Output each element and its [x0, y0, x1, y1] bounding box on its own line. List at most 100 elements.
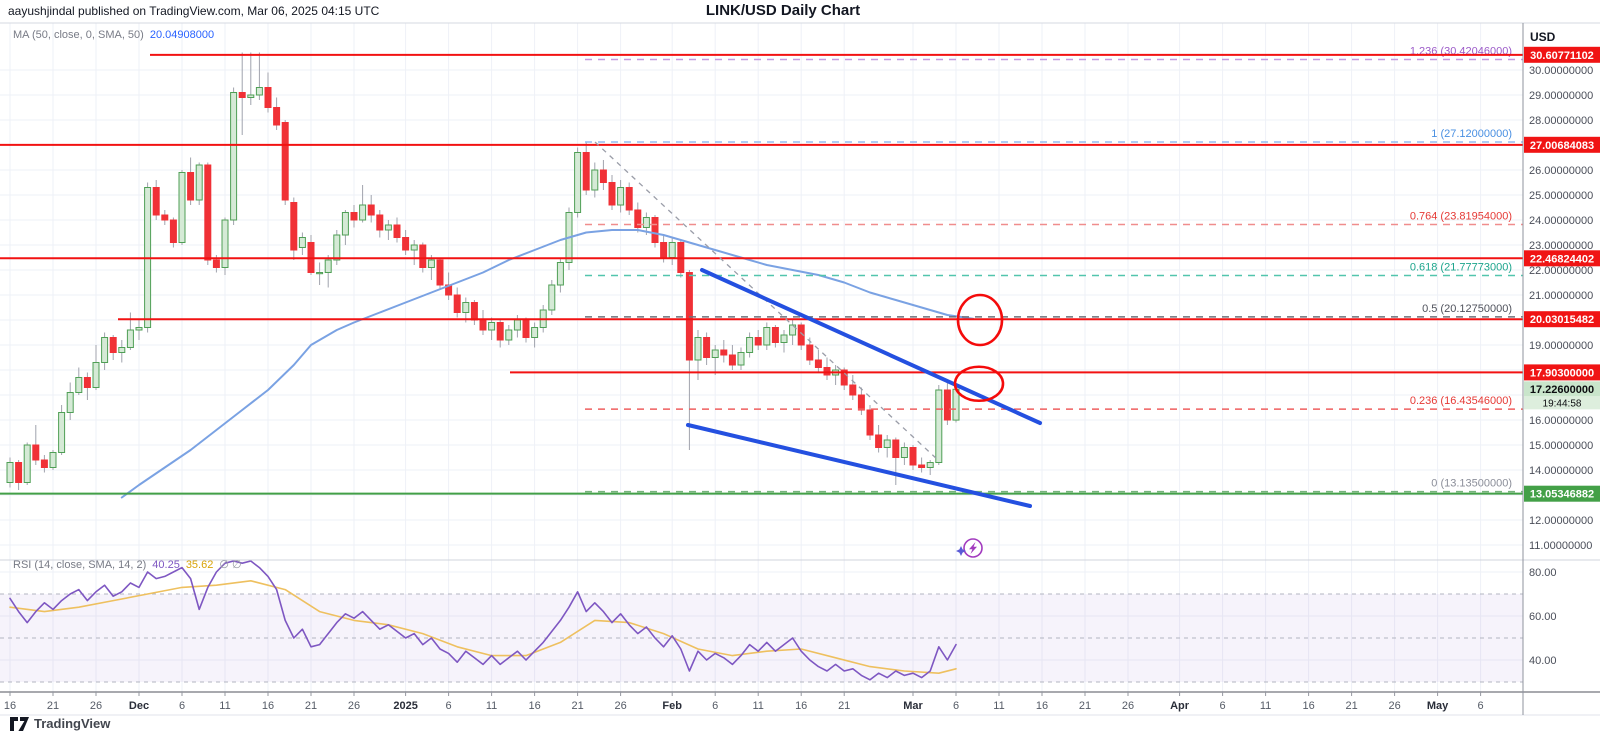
- candle: [470, 302, 478, 321]
- price-tick-label[interactable]: 14.00000000: [1529, 465, 1593, 477]
- candle: [359, 204, 367, 221]
- price-tick-label[interactable]: 15.00000000: [1529, 440, 1593, 452]
- candle: [135, 327, 143, 331]
- time-axis-label[interactable]: 6: [1478, 700, 1484, 712]
- fib-label: 0.5 (20.12750000): [1422, 303, 1512, 315]
- time-axis-label[interactable]: Mar: [903, 700, 923, 712]
- candle: [531, 327, 539, 338]
- page-title: LINK/USD Daily Chart: [705, 2, 861, 19]
- time-axis-label[interactable]: 16: [795, 700, 807, 712]
- candle: [892, 439, 900, 458]
- candle: [32, 444, 40, 461]
- countdown-timer: 19:44:58: [1543, 398, 1582, 409]
- time-axis-label[interactable]: 16: [1036, 700, 1048, 712]
- candle: [513, 319, 521, 331]
- tradingview-brand[interactable]: TradingView: [10, 716, 110, 731]
- price-level-chip-text: 13.05346882: [1530, 489, 1594, 501]
- price-tick-label[interactable]: 26.00000000: [1529, 165, 1593, 177]
- price-tick-label[interactable]: 19.00000000: [1529, 340, 1593, 352]
- price-tick-label[interactable]: 22.00000000: [1529, 265, 1593, 277]
- candle: [548, 284, 556, 311]
- candle: [66, 392, 74, 413]
- candle: [419, 244, 427, 268]
- price-tick-label[interactable]: 12.00000000: [1529, 515, 1593, 527]
- price-tick-label[interactable]: 11.00000000: [1529, 540, 1592, 552]
- time-axis-label[interactable]: 11: [486, 700, 497, 712]
- candle: [505, 329, 513, 341]
- rsi-legend-label: RSI (14, close, SMA, 14, 2): [13, 559, 147, 571]
- candle: [634, 209, 642, 228]
- time-axis-label[interactable]: Apr: [1170, 700, 1190, 712]
- price-tick-label[interactable]: 24.00000000: [1529, 215, 1593, 227]
- candle: [814, 359, 822, 368]
- candle: [83, 377, 91, 388]
- time-axis-label[interactable]: May: [1427, 700, 1449, 712]
- price-tick-label[interactable]: 29.00000000: [1529, 90, 1593, 102]
- candle: [866, 409, 874, 436]
- candle: [522, 319, 530, 338]
- time-axis-label[interactable]: Feb: [662, 700, 682, 712]
- time-axis-label[interactable]: 21: [305, 700, 317, 712]
- time-axis-label[interactable]: 6: [446, 700, 452, 712]
- time-axis-label[interactable]: 21: [47, 700, 59, 712]
- time-axis-label[interactable]: 2025: [393, 700, 417, 712]
- trendline[interactable]: [686, 423, 1032, 508]
- candle: [780, 334, 788, 343]
- candle: [875, 434, 883, 448]
- rsi-tick-label[interactable]: 60.00: [1529, 611, 1557, 623]
- candle: [625, 187, 633, 211]
- flash-icon[interactable]: [963, 538, 983, 558]
- candle: [728, 354, 736, 366]
- time-axis-label[interactable]: 26: [348, 700, 360, 712]
- ma50-line: [120, 229, 975, 499]
- candle: [195, 164, 203, 201]
- price-scale-currency[interactable]: USD: [1530, 30, 1556, 44]
- rsi-tick-label[interactable]: 80.00: [1529, 567, 1557, 579]
- price-tick-label[interactable]: 23.00000000: [1529, 240, 1593, 252]
- time-axis-label[interactable]: 26: [1388, 700, 1400, 712]
- price-tick-label[interactable]: 25.00000000: [1529, 190, 1593, 202]
- time-axis-label[interactable]: 21: [1345, 700, 1357, 712]
- price-tick-label[interactable]: 21.00000000: [1529, 290, 1593, 302]
- candle: [453, 294, 461, 313]
- time-axis-label[interactable]: 6: [1220, 700, 1226, 712]
- fib-label: 0.764 (23.81954000): [1410, 211, 1512, 223]
- ma-legend[interactable]: MA (50, close, 0, SMA, 50) 20.04908000: [13, 29, 214, 41]
- rsi-tick-label[interactable]: 40.00: [1529, 655, 1557, 667]
- trendline[interactable]: [700, 268, 1042, 425]
- price-level-chip-text: 27.00684083: [1530, 140, 1594, 152]
- price-tick-label[interactable]: 30.00000000: [1529, 65, 1593, 77]
- candle: [49, 452, 57, 468]
- time-axis-label[interactable]: 16: [4, 700, 16, 712]
- time-axis-label[interactable]: 11: [219, 700, 230, 712]
- time-axis-label[interactable]: 26: [90, 700, 102, 712]
- time-axis-label[interactable]: 16: [528, 700, 540, 712]
- highlight-circle[interactable]: [953, 365, 1005, 403]
- time-axis-label[interactable]: 16: [262, 700, 274, 712]
- candle: [341, 212, 349, 236]
- candle: [204, 164, 212, 261]
- price-tick-label[interactable]: 28.00000000: [1529, 115, 1593, 127]
- time-axis-label[interactable]: 21: [571, 700, 583, 712]
- highlight-circle[interactable]: [956, 293, 1004, 347]
- time-axis-label[interactable]: 26: [614, 700, 626, 712]
- candle: [230, 92, 238, 221]
- time-axis-label[interactable]: 6: [953, 700, 959, 712]
- price-tick-label[interactable]: 16.00000000: [1529, 415, 1593, 427]
- time-axis-label[interactable]: 11: [752, 700, 763, 712]
- time-axis-label[interactable]: 11: [993, 700, 1004, 712]
- time-axis-label[interactable]: 21: [1079, 700, 1091, 712]
- candle: [126, 329, 134, 348]
- sparkle-icon: [956, 546, 966, 556]
- time-axis-label[interactable]: 16: [1302, 700, 1314, 712]
- time-axis-label[interactable]: 11: [1260, 700, 1271, 712]
- time-axis-label[interactable]: 6: [179, 700, 185, 712]
- time-axis-label[interactable]: 21: [838, 700, 850, 712]
- rsi-legend[interactable]: RSI (14, close, SMA, 14, 2) 40.25 35.62 ∅ ∅: [13, 558, 242, 571]
- time-axis-label[interactable]: Dec: [129, 700, 149, 712]
- price-level-chip-text: 17.90300000: [1530, 367, 1594, 379]
- time-axis-label[interactable]: 26: [1122, 700, 1134, 712]
- time-axis-label[interactable]: 6: [712, 700, 718, 712]
- candle: [909, 447, 917, 466]
